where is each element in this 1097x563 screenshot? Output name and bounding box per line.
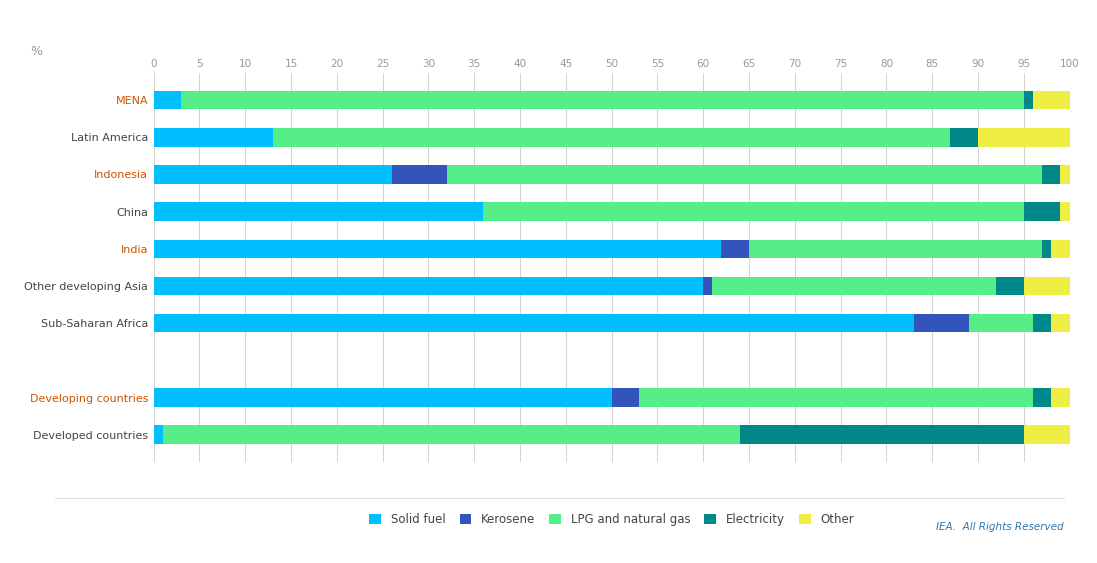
Bar [154, 165, 392, 184]
Bar [749, 239, 1042, 258]
Text: %: % [30, 44, 42, 57]
Bar [969, 314, 1033, 333]
Bar [950, 128, 979, 146]
Bar [1033, 314, 1051, 333]
Bar [1033, 388, 1051, 407]
Bar [1051, 239, 1070, 258]
Bar [1033, 91, 1070, 109]
Bar [1042, 165, 1061, 184]
Bar [914, 314, 969, 333]
Bar [1061, 202, 1070, 221]
Bar [154, 202, 484, 221]
Bar [979, 128, 1070, 146]
Bar [612, 388, 640, 407]
Bar [1061, 165, 1070, 184]
Bar [484, 202, 1024, 221]
Bar [154, 314, 914, 333]
Bar [996, 277, 1024, 296]
Bar [273, 128, 950, 146]
Bar [1024, 426, 1070, 444]
Bar [154, 239, 722, 258]
Bar [1051, 388, 1070, 407]
Bar [1024, 91, 1033, 109]
Bar [722, 239, 749, 258]
Legend: Solid fuel, Kerosene, LPG and natural gas, Electricity, Other: Solid fuel, Kerosene, LPG and natural ga… [370, 513, 853, 526]
Bar [181, 91, 1024, 109]
Bar [1051, 314, 1070, 333]
Bar [162, 426, 739, 444]
Bar [712, 277, 996, 296]
Bar [1024, 202, 1061, 221]
Bar [154, 426, 162, 444]
Bar [154, 388, 612, 407]
Bar [154, 128, 273, 146]
Text: IEA.  All Rights Reserved: IEA. All Rights Reserved [937, 522, 1064, 532]
Bar [392, 165, 446, 184]
Bar [154, 277, 703, 296]
Bar [446, 165, 1042, 184]
Bar [640, 388, 1033, 407]
Bar [1042, 239, 1051, 258]
Bar [1024, 277, 1070, 296]
Bar [703, 277, 712, 296]
Bar [154, 91, 181, 109]
Bar [739, 426, 1024, 444]
